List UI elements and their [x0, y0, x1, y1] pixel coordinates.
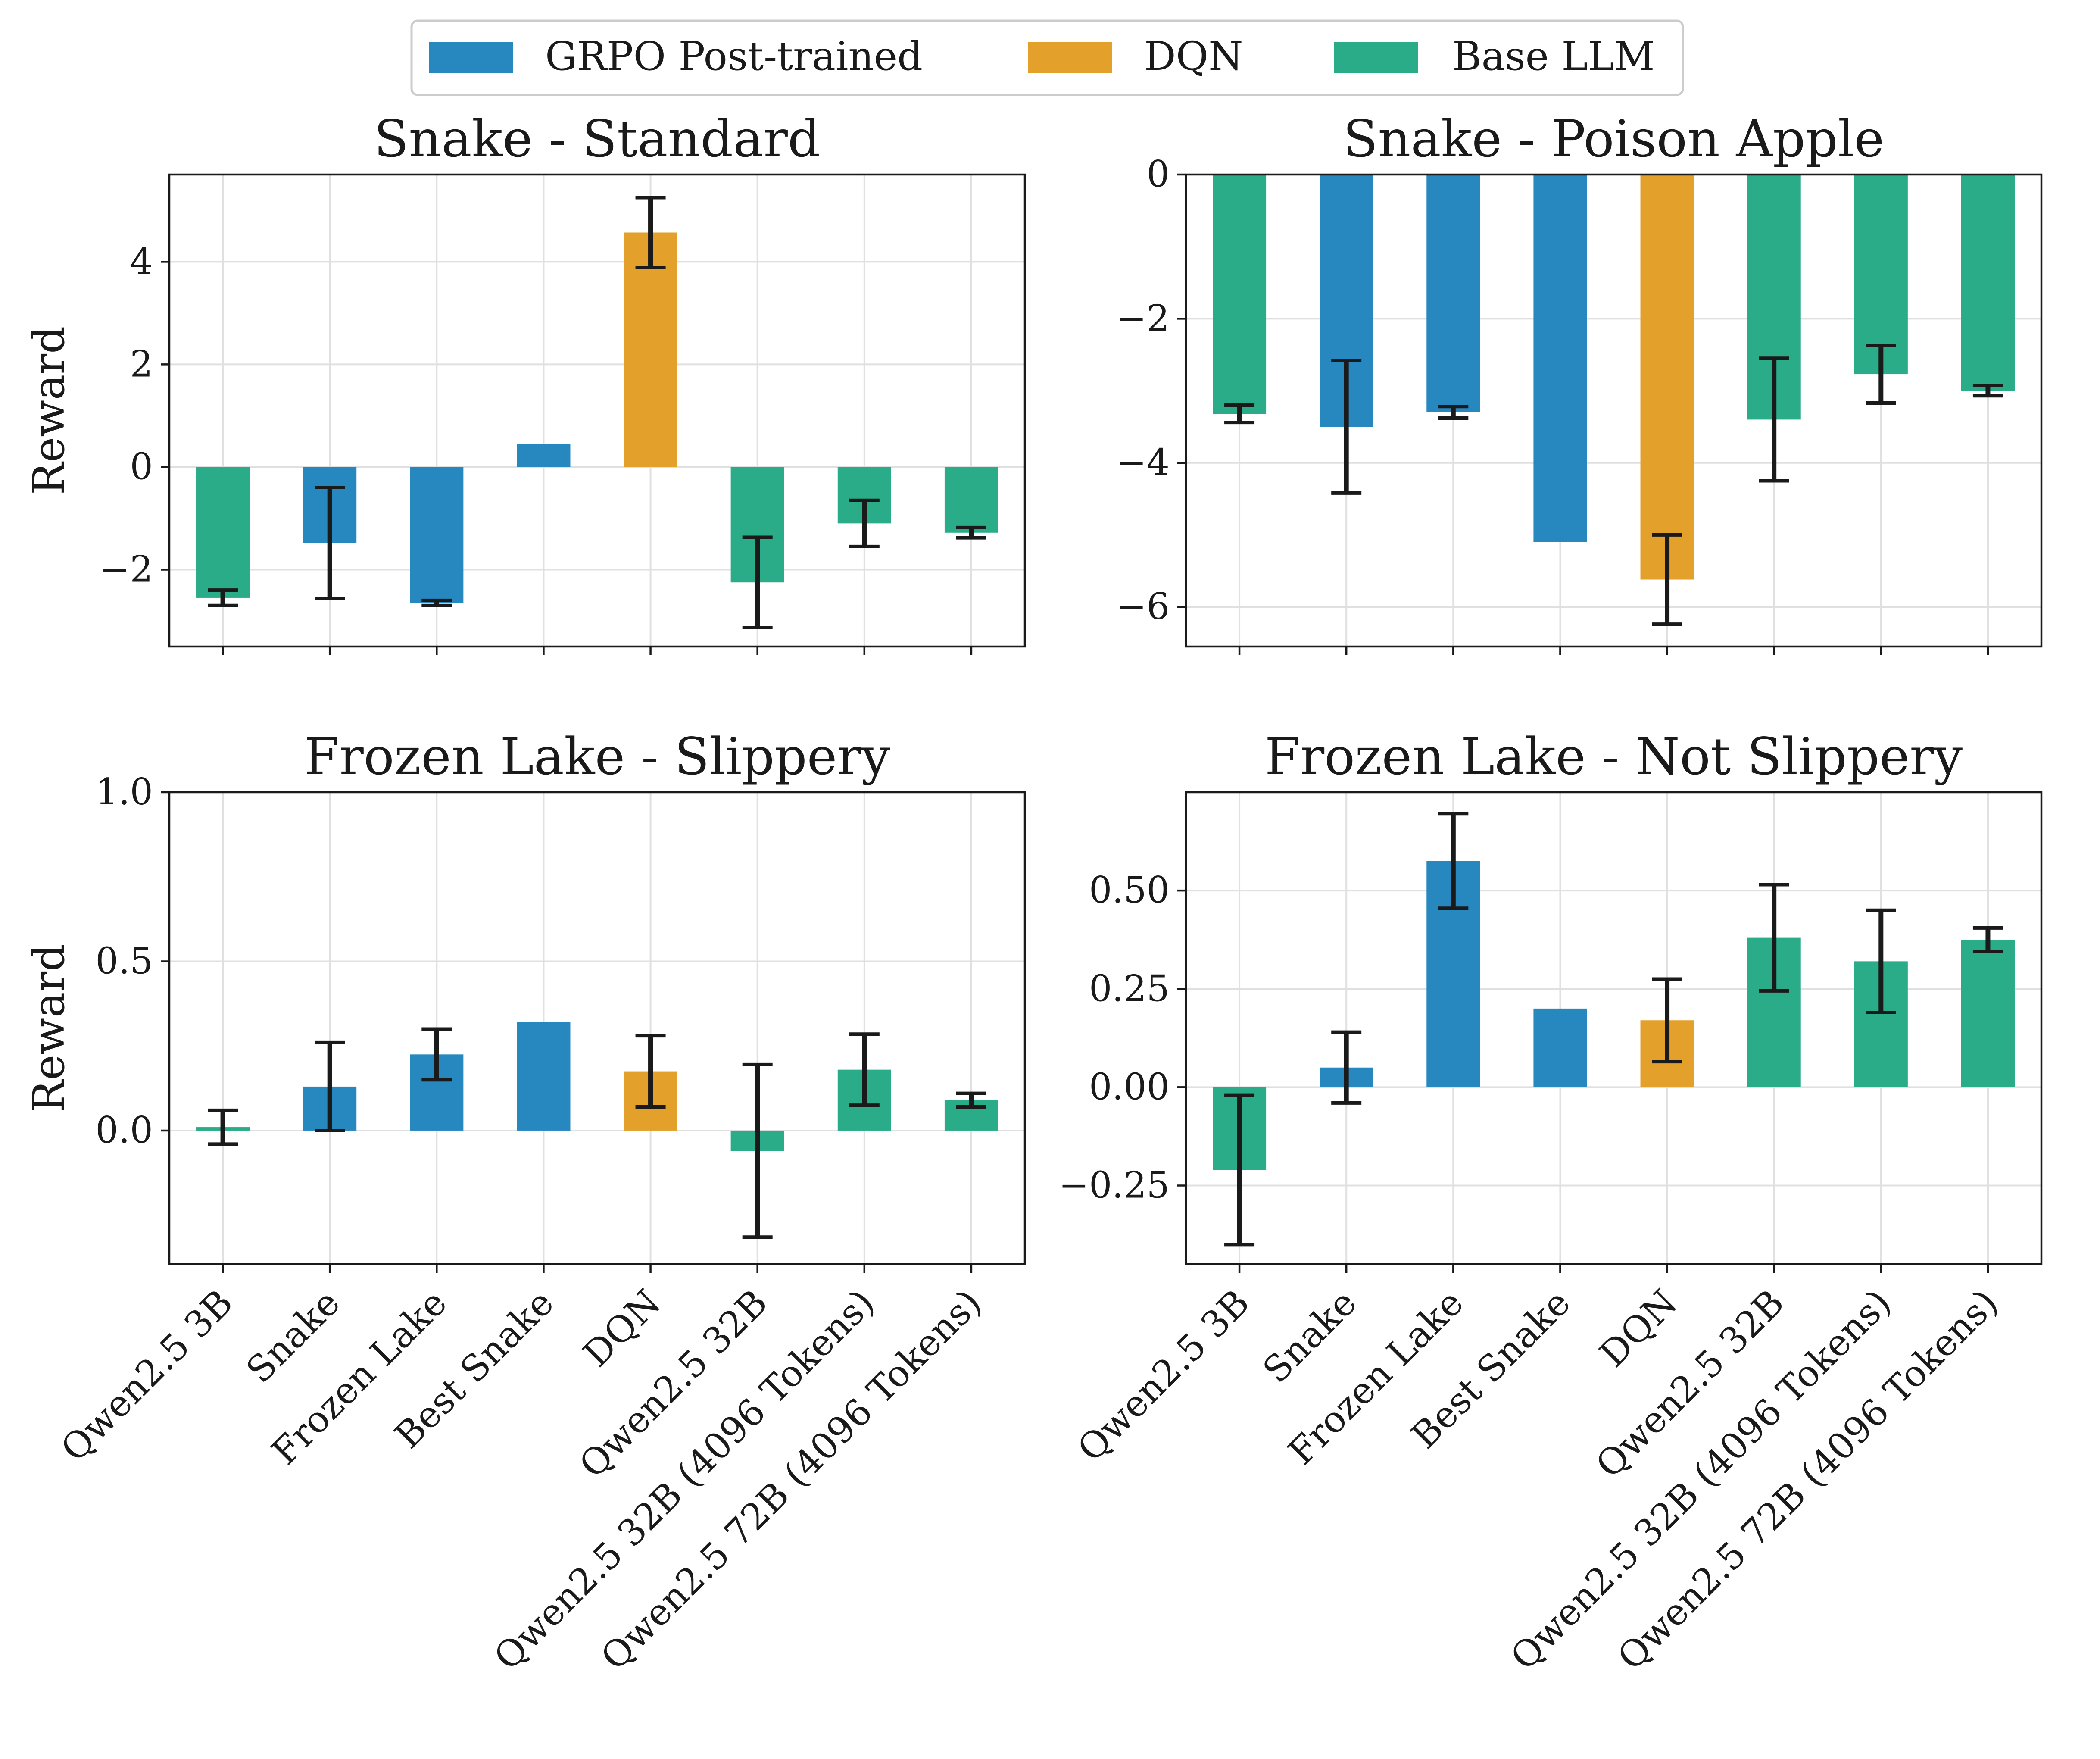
chart-title: Snake - Standard [374, 109, 821, 169]
y-tick-label: 0.50 [1089, 869, 1170, 911]
chart-title: Snake - Poison Apple [1343, 109, 1885, 169]
panel-snake-poison-apple: −6 −4 −2 0 Snake - Poison Apple [1116, 109, 2043, 655]
chart-title: Frozen Lake - Slippery [304, 727, 890, 786]
bar [1533, 1008, 1587, 1087]
bar [196, 467, 250, 598]
bar [1640, 175, 1694, 580]
chart-title: Frozen Lake - Not Slippery [1265, 727, 1963, 786]
bar [944, 467, 998, 533]
plot-frame [1185, 791, 2043, 1265]
y-tick-label: −2 [100, 548, 153, 590]
legend: GRPO Post-trained DQN Base LLM [410, 19, 1684, 96]
y-tick-label: 0.00 [1089, 1065, 1170, 1108]
y-tick-label: 4 [130, 240, 153, 282]
bar [1533, 175, 1587, 542]
plot-frame [168, 791, 1026, 1265]
legend-swatch-grpo [429, 42, 513, 73]
legend-label-grpo: GRPO Post-trained [545, 33, 923, 79]
plot-frame [168, 173, 1026, 648]
bar [1961, 175, 2015, 391]
legend-label-dqn: DQN [1144, 33, 1243, 79]
y-tick-label: 2 [130, 343, 153, 385]
y-tick-label: 0 [130, 445, 153, 487]
panel-snake-standard: −2 0 2 4 Snake - Standard Reward [24, 109, 1026, 655]
legend-swatch-base [1334, 42, 1418, 73]
y-tick-label: 0.0 [95, 1109, 153, 1151]
bar [1854, 175, 1908, 375]
bar [624, 232, 677, 467]
legend-swatch-dqn [1028, 42, 1112, 73]
legend-label-base: Base LLM [1452, 33, 1655, 79]
y-tick-label: 1.0 [95, 771, 153, 813]
y-tick-label: 0.5 [95, 940, 153, 982]
y-axis-label: Reward [24, 944, 74, 1113]
y-tick-label: −4 [1116, 441, 1170, 484]
y-tick-label: −6 [1116, 585, 1170, 628]
bar [517, 444, 571, 467]
bar [1961, 940, 2015, 1087]
plot-frame [1185, 173, 2043, 648]
bar [1426, 175, 1480, 412]
y-axis-label: Reward [24, 326, 74, 495]
bar [517, 1022, 571, 1131]
bar [410, 467, 464, 603]
y-tick-label: −2 [1116, 297, 1170, 339]
bar [1213, 175, 1267, 414]
y-tick-label: 0.25 [1089, 967, 1170, 1009]
y-tick-label: −0.25 [1059, 1164, 1170, 1206]
y-tick-label: 0 [1147, 153, 1170, 195]
